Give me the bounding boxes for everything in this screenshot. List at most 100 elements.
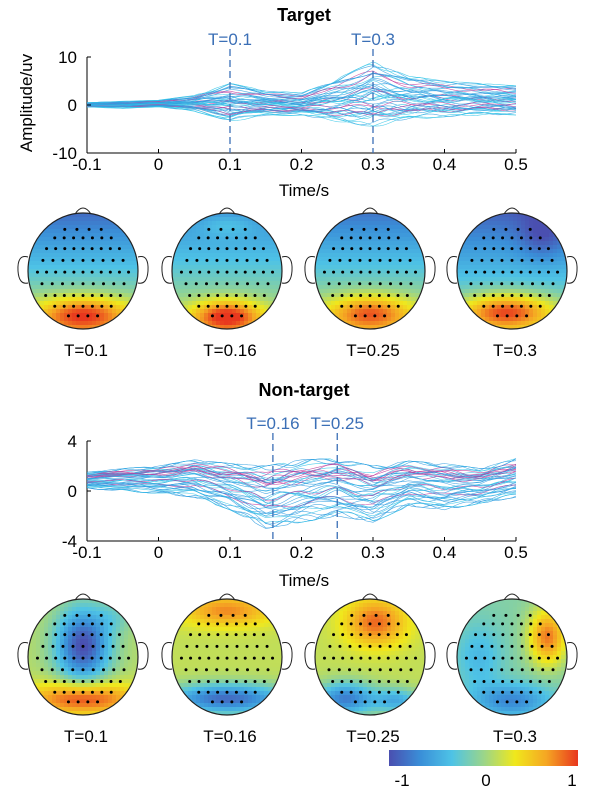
topomap-cell <box>505 233 510 238</box>
topomap-cell <box>108 687 113 692</box>
topomap-cell <box>513 309 518 314</box>
topomap-cell <box>132 663 137 668</box>
topomap-cell <box>32 317 37 322</box>
topomap-cell <box>64 691 69 696</box>
topomap-cell <box>216 313 221 318</box>
topomap-cell <box>553 285 558 290</box>
topomap-cell <box>256 217 261 222</box>
topomap-cell <box>315 217 320 222</box>
topomap-cell <box>525 265 530 270</box>
topomap-cell <box>92 229 97 234</box>
topomap-cell <box>32 225 37 230</box>
topomap-cell <box>415 289 420 294</box>
topomap-cell <box>28 627 33 632</box>
topomap-cell <box>529 289 534 294</box>
topomap-cell <box>415 225 420 230</box>
topomap-cell <box>315 233 320 238</box>
topomap-cell <box>236 647 241 652</box>
topomap-cell <box>212 317 217 322</box>
topomap-cell <box>40 703 45 708</box>
topomap-cell <box>112 647 117 652</box>
topomap-cell <box>204 651 209 656</box>
topomap-cell <box>200 635 205 640</box>
topomap-cell <box>268 297 273 302</box>
topomap-cell <box>423 213 425 218</box>
topomap-cell <box>379 321 384 326</box>
electrode-dot <box>99 270 103 274</box>
topomap-cell <box>525 225 530 230</box>
topomap-cell <box>509 313 514 318</box>
topomap-cell <box>176 245 181 250</box>
topomap-cell <box>240 249 245 254</box>
topomap-cell <box>120 273 125 278</box>
topomap-cell <box>359 289 364 294</box>
topomap-cell <box>208 651 213 656</box>
electrode-dot <box>510 282 514 286</box>
topomap-cell <box>260 325 265 329</box>
topomap-cell <box>48 305 53 310</box>
channel-trace <box>86 469 517 485</box>
topomap-cell <box>136 687 138 692</box>
topomap-cell <box>355 265 360 270</box>
topomap-cell <box>264 281 269 286</box>
topomap-cell <box>359 277 364 282</box>
topomap-cell <box>264 607 269 612</box>
topomap-cell <box>485 257 490 262</box>
topomap-cell <box>116 301 121 306</box>
topomap-cell <box>52 309 57 314</box>
electrode-dot <box>109 690 113 694</box>
topomap-cell <box>419 229 424 234</box>
topomap-cell <box>399 237 404 242</box>
topomap-cell <box>100 635 105 640</box>
topomap-cell <box>32 309 37 314</box>
topomap-cell <box>553 245 558 250</box>
topomap-cell <box>232 217 237 222</box>
topomap-cell <box>188 249 193 254</box>
topomap-cell <box>28 213 33 218</box>
topomap-cell <box>513 285 518 290</box>
electrode-dot <box>538 236 542 240</box>
topomap-cell <box>264 301 269 306</box>
electrode-dot <box>63 247 67 251</box>
topomap-cell <box>363 237 368 242</box>
topomap-cell <box>128 703 133 708</box>
topomap-cell <box>343 297 348 302</box>
topomap-cell <box>359 273 364 278</box>
topomap-cell <box>359 309 364 314</box>
topomap-cell <box>104 683 109 688</box>
topomap-cell <box>176 643 181 648</box>
topomap-cell <box>220 619 225 624</box>
topomap-cell <box>128 659 133 664</box>
topomap-cell <box>395 233 400 238</box>
topomap-cell <box>68 309 73 314</box>
topomap-cell <box>108 671 113 676</box>
topomap-cell <box>36 683 41 688</box>
topomap-cell <box>493 297 498 302</box>
topomap-cell <box>489 297 494 302</box>
topomap-cell <box>196 277 201 282</box>
topomap-cell <box>256 603 261 608</box>
electrode-dot <box>225 282 229 286</box>
topomap-cell <box>323 293 328 298</box>
topomap-cell <box>56 237 61 242</box>
topomap-cell <box>60 615 65 620</box>
topomap-cell <box>60 233 65 238</box>
topomap-cell <box>256 639 261 644</box>
electrode-dot <box>520 258 524 262</box>
topomap-cell <box>419 321 424 326</box>
topomap-cell <box>268 265 273 270</box>
topomap-cell <box>84 325 89 329</box>
topomap-cell <box>64 281 69 286</box>
topomap-cell <box>268 213 273 218</box>
electrode-dot <box>90 304 94 308</box>
topomap-cell <box>56 233 61 238</box>
topomap-cell <box>128 293 133 298</box>
topomap-cell <box>375 269 380 274</box>
topomap-cell <box>407 321 412 326</box>
topomap-cell <box>465 257 470 262</box>
topomap-cell <box>272 627 277 632</box>
electrode-dot <box>546 247 550 251</box>
topomap-cell <box>192 603 197 608</box>
topomap-cell <box>60 273 65 278</box>
